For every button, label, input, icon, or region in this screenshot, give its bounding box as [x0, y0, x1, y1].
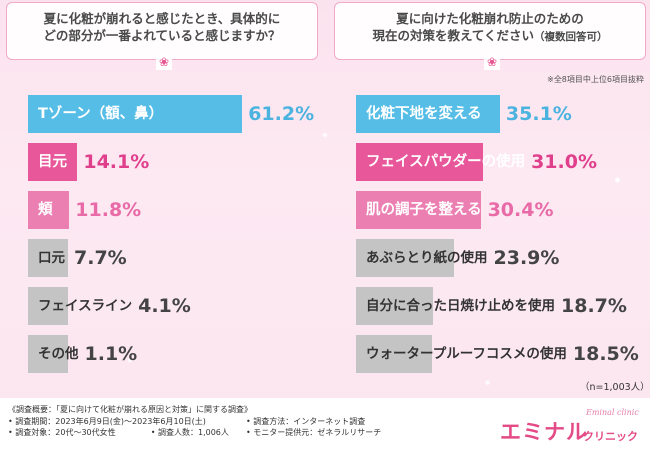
bar-value: 14.1%: [83, 151, 150, 173]
bar-value: 30.4%: [487, 199, 554, 221]
survey-period: • 調査期間：2023年6月9日(金)〜2023年6月10日(土): [8, 416, 206, 426]
logo-sub: クリニック: [583, 430, 638, 443]
bar-label: フェイスライン: [38, 298, 133, 314]
bar-row: Tゾーン（額、鼻） 61.2%: [28, 95, 328, 133]
survey-title: 《調査概要：「夏に向けて化粧が崩れる原因と対策」に関する調査》: [8, 405, 252, 414]
bar-label: あぶらとり紙の使用: [366, 250, 488, 266]
bar: [28, 335, 68, 373]
left-question-box: 夏に化粧が崩れると感じたとき、具体的に どの部分が一番よれていると感じますか？: [6, 2, 318, 60]
bar-value: 18.5%: [572, 343, 639, 365]
right-question-line-1: 夏に向けた化粧崩れ防止のための: [396, 11, 584, 26]
bar: [356, 239, 454, 277]
bar-label: 化粧下地を変える: [366, 106, 482, 122]
survey-target: • 調査対象：20代〜30代女性: [8, 428, 116, 437]
left-chart-panel: 夏に化粧が崩れると感じたとき、具体的に どの部分が一番よれていると感じますか？ …: [6, 0, 324, 390]
bar-value: 1.1%: [84, 343, 138, 365]
bar-value: 18.7%: [561, 295, 627, 317]
bar-value: 23.9%: [493, 247, 560, 269]
right-question-line-2: 現在の対策を教えてください: [372, 28, 534, 43]
survey-target-count: • 調査対象：20代〜30代女性 • 調査人数：1,006人: [8, 427, 246, 439]
bar: [356, 287, 433, 325]
bar-label: Tゾーン（額、鼻）: [38, 106, 164, 122]
bar-row: 口元 7.7%: [28, 239, 328, 277]
bar-value: 35.1%: [505, 103, 572, 125]
bar-label: 自分に合った日焼け止めを使用: [366, 298, 555, 314]
eminal-clinic-logo: Eminal clinic エミナル クリニック: [500, 406, 645, 446]
bar-label: 肌の調子を整える: [366, 202, 482, 218]
survey-method: • 調査方法：インターネット調査: [246, 416, 366, 426]
bar-label: その他: [38, 346, 79, 362]
sample-size: （n=1,003人）: [580, 382, 650, 393]
bar-label: 口元: [38, 250, 65, 266]
bar: [28, 287, 68, 325]
bar: [28, 191, 70, 229]
bar: [356, 335, 432, 373]
bar-label: ウォータープルーフコスメの使用: [366, 346, 567, 362]
bar-value: 4.1%: [138, 295, 191, 317]
logo-main: エミナル: [500, 420, 588, 444]
right-chart-note: ※全8項目中上位6項目抜粋: [547, 75, 644, 84]
ribbon-icon: ❀: [484, 54, 500, 70]
bar-value: 7.7%: [74, 247, 127, 269]
bar-value: 61.2%: [248, 103, 315, 125]
right-question-suffix: （複数回答可）: [534, 31, 608, 43]
survey-row-2: • 調査対象：20代〜30代女性 • 調査人数：1,006人 • モニター提供元…: [8, 427, 381, 439]
bar-value: 11.8%: [75, 199, 142, 221]
bar: [356, 143, 484, 181]
survey-row-1: • 調査期間：2023年6月9日(金)〜2023年6月10日(土) • 調査方法…: [8, 416, 381, 428]
bar-row: 目元 14.1%: [28, 143, 328, 181]
bar-label: 頬: [38, 202, 53, 218]
right-question-box: 夏に向けた化粧崩れ防止のための 現在の対策を教えてください（複数回答可）: [334, 2, 646, 60]
bar-value: 31.0%: [531, 151, 597, 173]
bar-row: フェイスパウダーの使用 31.0%: [356, 143, 650, 181]
bar-row: 肌の調子を整える 30.4%: [356, 191, 650, 229]
bar-label: フェイスパウダーの使用: [366, 154, 526, 170]
bar-row: 頬 11.8%: [28, 191, 328, 229]
bar-row: その他 1.1%: [28, 335, 328, 373]
ribbon-icon: ❀: [156, 54, 172, 70]
right-question-line-2-wrap: 現在の対策を教えてください（複数回答可）: [345, 27, 635, 46]
bar-label: 目元: [38, 154, 67, 170]
bar: [28, 143, 78, 181]
bar-row: ウォータープルーフコスメの使用 18.5%: [356, 335, 650, 373]
bar-row: あぶらとり紙の使用 23.9%: [356, 239, 650, 277]
left-question-line-2: どの部分が一番よれていると感じますか？: [43, 28, 281, 43]
survey-summary: 《調査概要：「夏に向けて化粧が崩れる原因と対策」に関する調査》 • 調査期間：2…: [8, 404, 381, 439]
survey-count: • 調査人数：1,006人: [150, 428, 229, 437]
bar: [28, 239, 68, 277]
bar-row: 化粧下地を変える 35.1%: [356, 95, 650, 133]
right-chart-panel: 夏に向けた化粧崩れ防止のための 現在の対策を教えてください（複数回答可） ❀ ※…: [334, 0, 650, 390]
survey-monitor: • モニター提供元：ゼネラルリサーチ: [246, 428, 382, 437]
bar: [356, 95, 500, 133]
bar: [28, 95, 243, 133]
left-question-line-1: 夏に化粧が崩れると感じたとき、具体的に: [43, 11, 281, 26]
bar: [356, 191, 481, 229]
bar-row: フェイスライン 4.1%: [28, 287, 328, 325]
bar-row: 自分に合った日焼け止めを使用 18.7%: [356, 287, 650, 325]
logo-script: Eminal clinic: [586, 408, 639, 417]
footer: 《調査概要：「夏に向けて化粧が崩れる原因と対策」に関する調査》 • 調査期間：2…: [0, 398, 650, 450]
